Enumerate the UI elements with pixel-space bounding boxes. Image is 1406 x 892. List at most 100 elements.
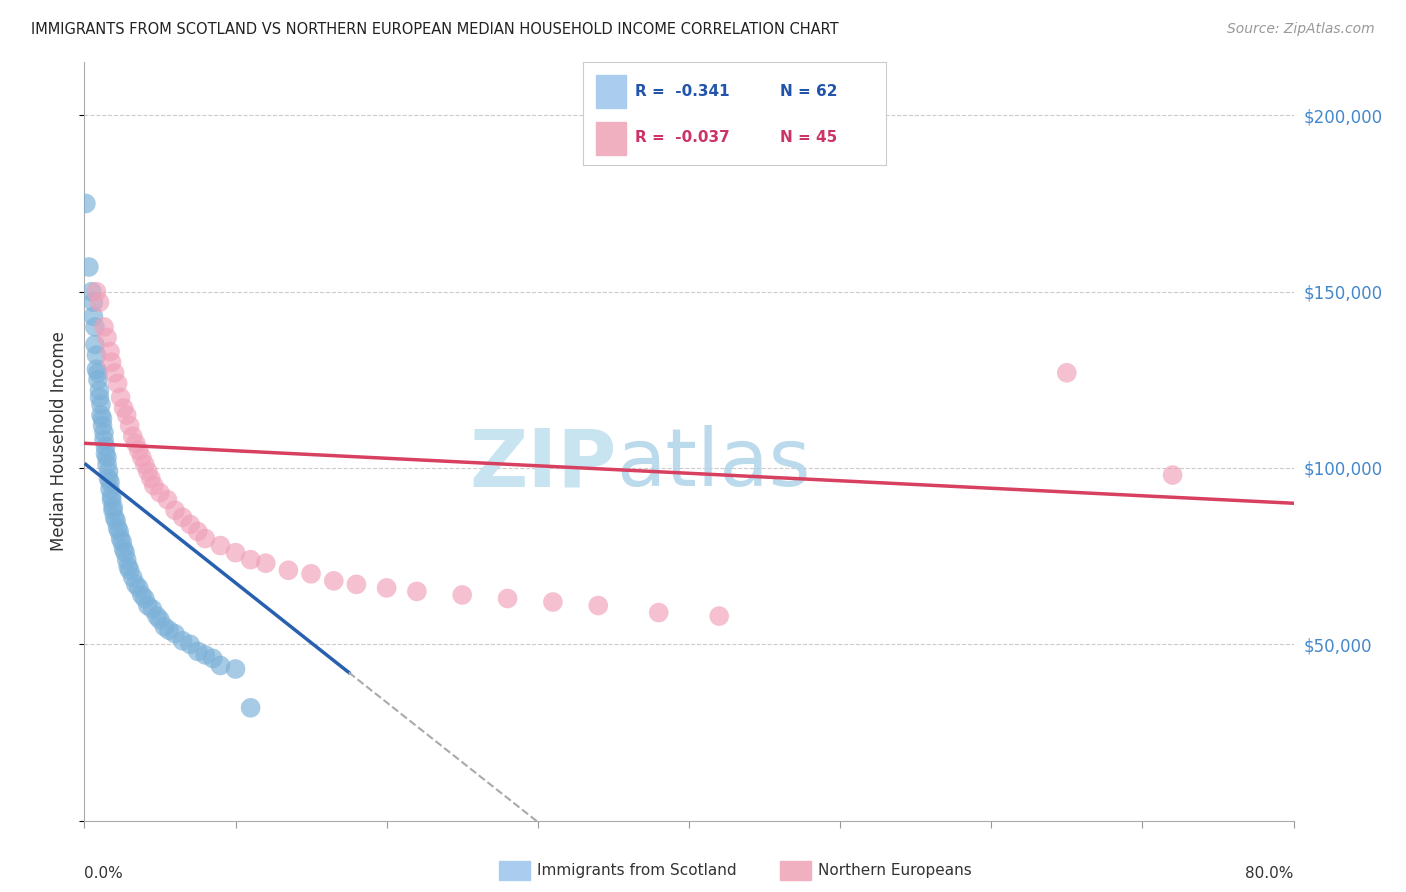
- Text: ZIP: ZIP: [470, 425, 616, 503]
- Point: [165, 626, 187, 640]
- Point: [91, 418, 114, 433]
- Point: [1161, 468, 1184, 483]
- Point: [86, 285, 108, 299]
- Point: [225, 546, 247, 560]
- Point: [117, 559, 139, 574]
- Point: [77, 260, 100, 274]
- Point: [93, 433, 115, 447]
- Point: [89, 384, 111, 398]
- Point: [89, 391, 111, 405]
- Point: [108, 524, 131, 539]
- Point: [179, 517, 201, 532]
- Point: [101, 500, 124, 514]
- Point: [139, 472, 162, 486]
- Point: [104, 510, 127, 524]
- Point: [172, 633, 194, 648]
- Bar: [596, 75, 626, 108]
- Point: [187, 644, 209, 658]
- Point: [142, 478, 165, 492]
- Point: [107, 521, 129, 535]
- Point: [115, 552, 138, 566]
- Point: [157, 624, 180, 638]
- Point: [131, 450, 153, 465]
- Text: R =  -0.037: R = -0.037: [636, 130, 730, 145]
- Point: [209, 539, 232, 553]
- Point: [277, 563, 299, 577]
- Point: [125, 436, 148, 450]
- Point: [1056, 366, 1078, 380]
- Point: [90, 408, 112, 422]
- Point: [709, 609, 731, 624]
- Text: 80.0%: 80.0%: [1246, 866, 1294, 881]
- Point: [112, 542, 135, 557]
- Point: [86, 348, 108, 362]
- Point: [225, 662, 247, 676]
- Point: [84, 320, 107, 334]
- Point: [131, 588, 153, 602]
- Text: R =  -0.341: R = -0.341: [636, 84, 730, 99]
- Point: [172, 510, 194, 524]
- Text: Immigrants from Scotland: Immigrants from Scotland: [537, 863, 737, 878]
- Point: [97, 472, 120, 486]
- Point: [239, 552, 262, 566]
- Point: [254, 556, 277, 570]
- Point: [125, 577, 148, 591]
- Point: [128, 443, 150, 458]
- Point: [105, 514, 128, 528]
- Y-axis label: Median Household Income: Median Household Income: [51, 332, 69, 551]
- Point: [165, 503, 187, 517]
- Point: [107, 376, 129, 391]
- Point: [87, 366, 110, 380]
- Point: [93, 320, 115, 334]
- Point: [96, 450, 118, 465]
- Point: [322, 574, 344, 588]
- Point: [94, 440, 117, 454]
- Point: [149, 613, 172, 627]
- Point: [648, 606, 671, 620]
- Point: [110, 532, 132, 546]
- Point: [194, 532, 217, 546]
- Text: N = 62: N = 62: [780, 84, 838, 99]
- Point: [111, 535, 134, 549]
- Point: [156, 492, 179, 507]
- Point: [100, 489, 122, 503]
- Bar: [596, 122, 626, 155]
- Point: [91, 411, 114, 425]
- Point: [100, 492, 122, 507]
- Point: [134, 458, 156, 472]
- Point: [136, 465, 159, 479]
- Point: [89, 295, 111, 310]
- Text: 0.0%: 0.0%: [84, 866, 124, 881]
- Text: N = 45: N = 45: [780, 130, 837, 145]
- Point: [118, 418, 141, 433]
- Point: [87, 373, 110, 387]
- Point: [201, 651, 224, 665]
- Point: [82, 310, 104, 324]
- Point: [179, 637, 201, 651]
- Point: [114, 546, 136, 560]
- Point: [110, 391, 132, 405]
- Point: [141, 602, 163, 616]
- Point: [134, 591, 156, 606]
- Point: [496, 591, 519, 606]
- Point: [98, 482, 121, 496]
- Point: [97, 465, 120, 479]
- Point: [149, 485, 172, 500]
- Point: [153, 620, 176, 634]
- Text: Northern Europeans: Northern Europeans: [818, 863, 972, 878]
- Point: [187, 524, 209, 539]
- Point: [136, 599, 159, 613]
- Point: [128, 581, 150, 595]
- Point: [100, 355, 122, 369]
- Point: [239, 700, 262, 714]
- Point: [115, 408, 138, 422]
- Point: [375, 581, 398, 595]
- Text: atlas: atlas: [616, 425, 811, 503]
- Point: [84, 337, 107, 351]
- Text: IMMIGRANTS FROM SCOTLAND VS NORTHERN EUROPEAN MEDIAN HOUSEHOLD INCOME CORRELATIO: IMMIGRANTS FROM SCOTLAND VS NORTHERN EUR…: [31, 22, 838, 37]
- Point: [346, 577, 368, 591]
- Point: [194, 648, 217, 662]
- Point: [80, 285, 103, 299]
- Point: [112, 401, 135, 415]
- Point: [98, 475, 121, 489]
